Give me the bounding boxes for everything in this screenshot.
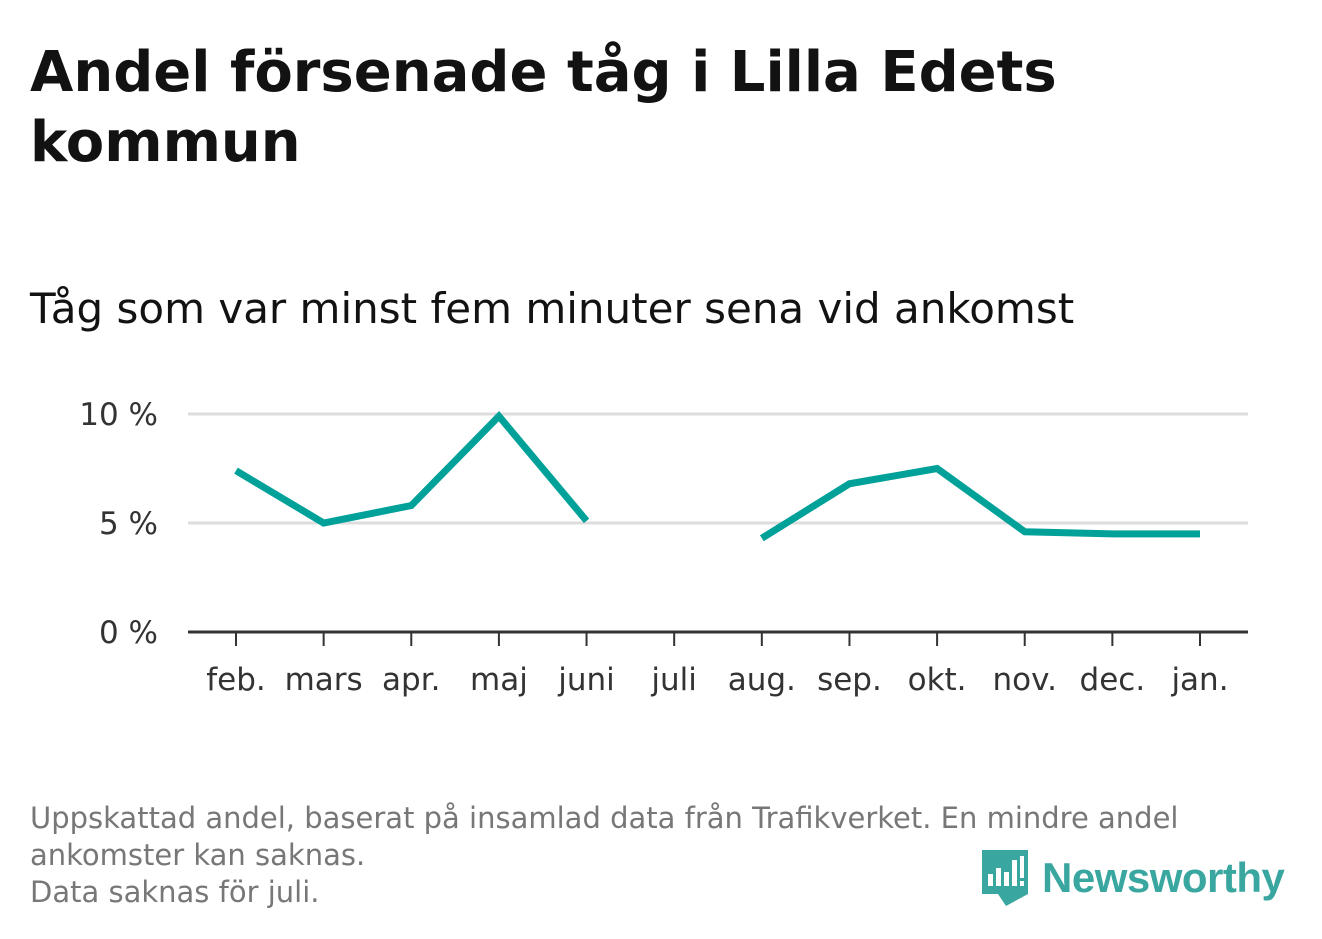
- y-tick-label: 5 %: [99, 506, 158, 542]
- chart-title: Andel försenade tåg i Lilla Edets kommun: [30, 40, 1057, 175]
- x-tick-label: aug.: [728, 662, 796, 698]
- x-tick-label: mars: [285, 662, 363, 698]
- x-tick-label: feb.: [206, 662, 266, 698]
- x-tick-label: apr.: [382, 662, 440, 698]
- x-tick-label: sep.: [817, 662, 882, 698]
- x-tick-label: okt.: [908, 662, 967, 698]
- y-tick-label: 0 %: [99, 615, 158, 651]
- x-tick-label: juni: [557, 662, 615, 698]
- x-tick-label: jan.: [1170, 662, 1228, 698]
- y-tick-label: 10 %: [79, 397, 158, 433]
- footnote-line: Data saknas för juli.: [30, 875, 320, 909]
- series-line-segment: [234, 410, 590, 527]
- series-line-segment: [759, 464, 1200, 542]
- newsworthy-logo-text: Newsworthy: [1042, 854, 1285, 901]
- x-tick-label: dec.: [1080, 662, 1146, 698]
- x-tick-label: nov.: [993, 662, 1057, 698]
- newsworthy-logo-icon: [982, 850, 1028, 906]
- chart-subtitle: Tåg som var minst fem minuter sena vid a…: [30, 284, 1075, 333]
- footnote-line: Uppskattad andel, baserat på insamlad da…: [30, 801, 1179, 872]
- chart-footnote: Uppskattad andel, baserat på insamlad da…: [30, 800, 1280, 911]
- x-tick-label: maj: [470, 662, 528, 698]
- newsworthy-logo: Newsworthy: [980, 848, 1285, 908]
- x-tick-label: juli: [650, 662, 697, 698]
- line-chart: 0 % 5 % 10 % feb. mars apr. maj juni juli aug. se…: [79, 397, 1248, 698]
